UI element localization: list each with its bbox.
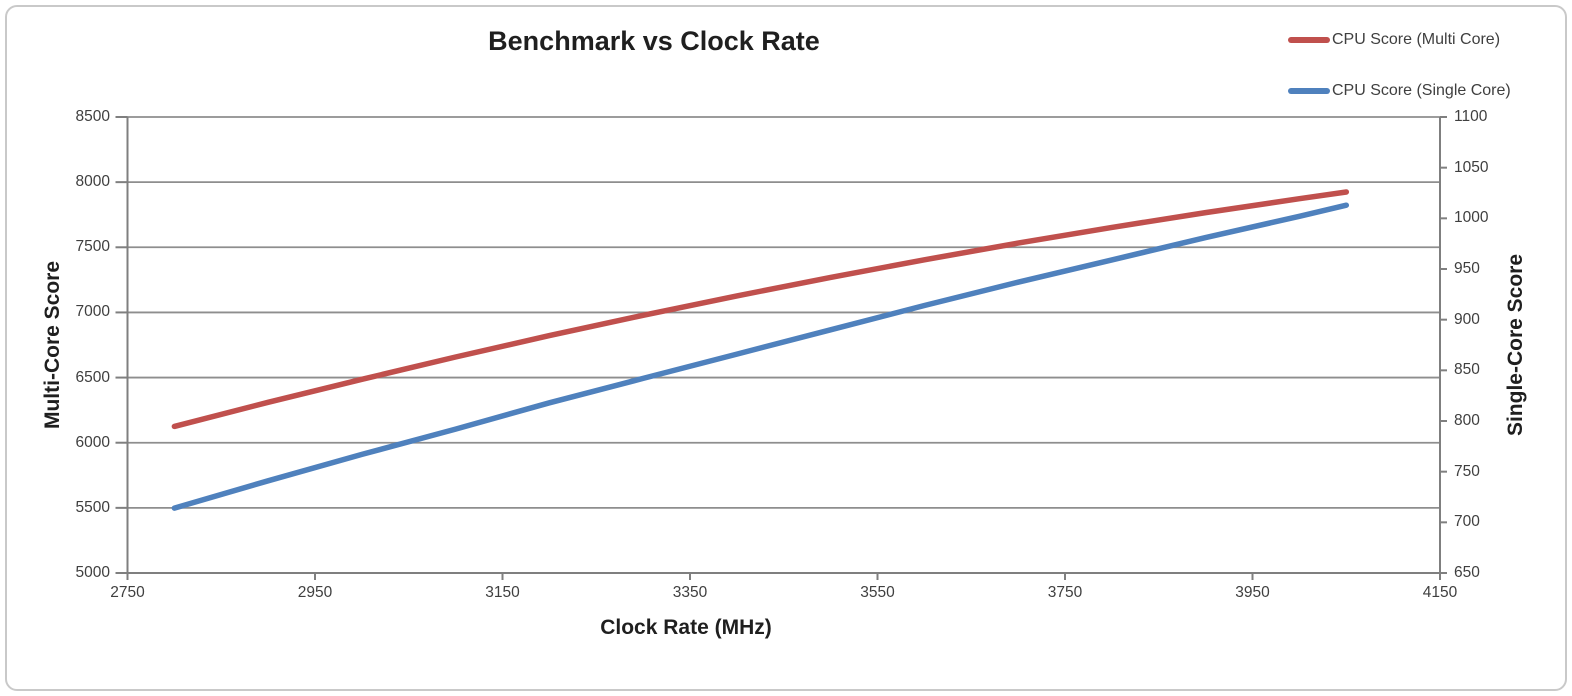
series-line-single-core [171,202,1350,511]
left-axis-tick-label: 8000 [75,173,110,191]
right-axis-tick-label: 900 [1454,310,1480,328]
right-axis-tick-label: 800 [1454,412,1480,429]
x-axis-tick-label: 2950 [297,584,333,601]
legend-item-multi-core: CPU Score (Multi Core) [1288,28,1500,52]
series-line-multi-core [171,189,1350,430]
right-axis-tick-label: 750 [1454,462,1480,480]
right-axis-tick-label: 1050 [1454,158,1489,176]
right-axis-tick-label: 650 [1454,564,1480,581]
x-axis-tick-label: 3950 [1235,584,1270,601]
x-axis-tick-label: 4150 [1422,584,1458,601]
right-axis-title: Single-Core Score [1504,253,1527,437]
chart-title: Benchmark vs Clock Rate [488,26,820,56]
left-axis-tick-label: 7000 [75,303,110,321]
left-axis-tick-label: 8500 [75,108,110,125]
left-axis-tick-label: 6500 [75,368,110,386]
right-axis-tick-label: 850 [1454,361,1480,379]
legend-item-single-core: CPU Score (Single Core) [1288,79,1511,103]
x-axis-tick-label: 3150 [485,584,520,601]
left-axis-tick-label: 7500 [75,238,110,256]
legend-label-multi-core: CPU Score (Multi Core) [1332,31,1501,48]
x-axis-title: Clock Rate (MHz) [600,616,772,639]
x-axis-tick-label: 2750 [110,584,145,601]
left-axis-tick-label: 5000 [75,564,110,581]
legend-label-single-core: CPU Score (Single Core) [1332,82,1511,99]
right-axis-tick-label: 1100 [1454,108,1488,125]
x-axis-tick-label: 3750 [1047,584,1083,601]
legend-swatch-multi-core-icon [1288,37,1330,43]
left-axis-tick-label: 5500 [75,498,110,516]
right-axis-tick-label: 950 [1454,260,1480,277]
right-axis-tick-label: 1000 [1454,209,1489,227]
x-axis-tick-label: 3550 [860,584,895,601]
left-axis-tick-label: 6000 [75,433,110,451]
chart-frame-border [5,5,1567,691]
x-axis-tick-label: 3350 [672,584,708,601]
legend-swatch-single-core-icon [1288,88,1330,94]
right-axis-tick-label: 700 [1454,513,1480,531]
